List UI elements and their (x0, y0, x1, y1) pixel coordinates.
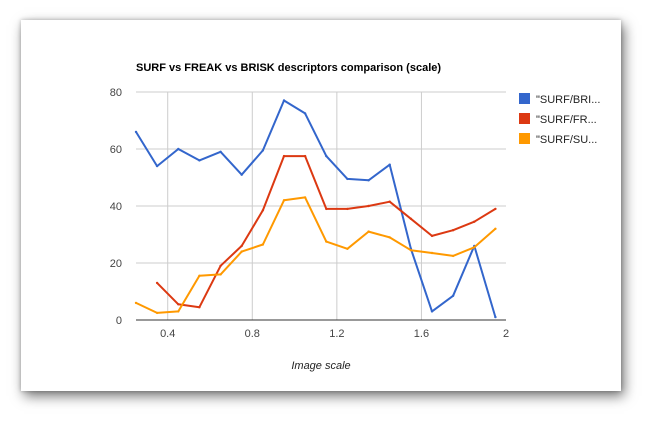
data-point (451, 294, 455, 297)
legend-label: "SURF/BRI... (536, 94, 600, 106)
x-axis-ticks: 0.4 0.8 1.2 1.6 2 (160, 328, 509, 340)
data-point (494, 207, 497, 211)
data-point (388, 236, 391, 239)
data-point (451, 254, 455, 258)
data-point (325, 207, 328, 211)
data-point (177, 310, 180, 313)
y-tick-label: 20 (110, 258, 122, 270)
chart-svg: SURF vs FREAK vs BRISK descriptors compa… (110, 62, 601, 372)
data-point (430, 251, 434, 255)
data-point (282, 154, 286, 158)
x-tick-label: 0.8 (245, 328, 260, 340)
data-point (261, 149, 265, 152)
data-point (219, 264, 222, 267)
legend[interactable]: "SURF/BRI... "SURF/FR... "SURF/SU... (519, 93, 600, 146)
data-point (409, 217, 413, 220)
data-point (494, 315, 497, 319)
data-point (198, 274, 201, 277)
legend-swatch (519, 93, 530, 104)
series-lines (134, 99, 497, 319)
chart-card: SURF vs FREAK vs BRISK descriptors compa… (21, 20, 621, 391)
data-point (367, 179, 370, 182)
data-point (219, 150, 222, 153)
data-point (240, 244, 243, 248)
data-point (155, 281, 159, 285)
data-point (473, 246, 476, 249)
x-tick-label: 1.6 (414, 328, 429, 340)
data-point (430, 234, 434, 238)
legend-label: "SURF/SU... (536, 134, 597, 146)
data-point (388, 163, 391, 166)
series-line (135, 196, 497, 314)
chart-title: SURF vs FREAK vs BRISK descriptors compa… (136, 62, 441, 74)
data-point (177, 147, 180, 151)
data-point (430, 310, 434, 313)
legend-swatch (519, 113, 530, 124)
data-point (155, 311, 159, 315)
y-tick-label: 40 (110, 201, 122, 213)
data-point (282, 199, 286, 202)
y-axis-ticks: 0 20 40 60 80 (110, 87, 122, 327)
series-line (156, 155, 497, 309)
grid-lines (136, 91, 506, 320)
data-point (177, 303, 180, 306)
data-point (367, 204, 370, 208)
legend-swatch (519, 133, 530, 144)
series-line (135, 99, 497, 319)
data-point (198, 306, 201, 309)
data-point (219, 273, 222, 276)
y-tick-label: 80 (110, 87, 122, 99)
y-tick-label: 60 (110, 144, 122, 156)
data-point (325, 240, 328, 243)
x-tick-label: 1.2 (329, 328, 344, 340)
legend-item[interactable]: "SURF/FR... (519, 113, 597, 126)
data-point (240, 250, 243, 253)
data-point (367, 230, 370, 233)
data-point (409, 249, 413, 252)
data-point (282, 99, 286, 102)
data-point (303, 112, 307, 115)
legend-label: "SURF/FR... (536, 114, 597, 126)
x-axis-label: Image scale (291, 360, 350, 372)
data-point (240, 173, 243, 176)
data-point (303, 154, 307, 158)
x-tick-label: 0.4 (160, 328, 175, 340)
data-point (346, 177, 349, 181)
data-point (388, 200, 391, 203)
x-tick-label: 2 (503, 328, 509, 340)
data-point (198, 159, 201, 162)
legend-item[interactable]: "SURF/SU... (519, 133, 597, 146)
y-tick-label: 0 (116, 315, 122, 327)
data-point (473, 220, 476, 223)
series-1 (134, 99, 497, 319)
data-point (494, 227, 497, 230)
data-point (303, 196, 307, 199)
data-point (346, 207, 349, 211)
data-point (451, 229, 455, 232)
legend-item[interactable]: "SURF/BRI... (519, 93, 600, 106)
series-2 (155, 154, 497, 309)
data-point (325, 154, 328, 158)
data-point (261, 243, 265, 246)
data-point (346, 247, 349, 250)
data-point (134, 130, 138, 134)
data-point (261, 209, 265, 212)
data-point (134, 301, 138, 305)
data-point (155, 164, 159, 168)
series-3 (134, 196, 497, 315)
